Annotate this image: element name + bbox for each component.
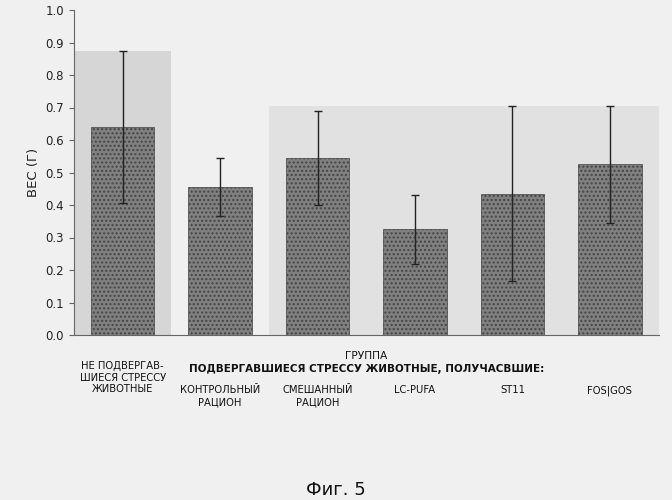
Text: СМЕШАННЫЙ
РАЦИОН: СМЕШАННЫЙ РАЦИОН bbox=[282, 386, 353, 407]
Bar bbox=[480, 194, 544, 335]
Text: Фиг. 5: Фиг. 5 bbox=[306, 481, 366, 499]
Text: КОНТРОЛЬНЫЙ
РАЦИОН: КОНТРОЛЬНЫЙ РАЦИОН bbox=[180, 386, 260, 407]
Bar bbox=[383, 230, 447, 335]
Bar bbox=[74, 50, 171, 335]
Bar bbox=[188, 187, 252, 335]
Text: НЕ ПОДВЕРГАВ-
ШИЕСЯ СТРЕССУ
ЖИВОТНЫЕ: НЕ ПОДВЕРГАВ- ШИЕСЯ СТРЕССУ ЖИВОТНЫЕ bbox=[79, 361, 166, 394]
Text: ГРУППА: ГРУППА bbox=[345, 351, 387, 361]
Text: LC-PUFA: LC-PUFA bbox=[394, 386, 435, 396]
Bar bbox=[578, 164, 642, 335]
Y-axis label: ВЕС (Г): ВЕС (Г) bbox=[27, 148, 40, 197]
Text: ST11: ST11 bbox=[500, 386, 525, 396]
Bar bbox=[91, 127, 155, 335]
Bar bbox=[269, 106, 659, 335]
Text: ПОДВЕРГАВШИЕСЯ СТРЕССУ ЖИВОТНЫЕ, ПОЛУЧАСВШИЕ:: ПОДВЕРГАВШИЕСЯ СТРЕССУ ЖИВОТНЫЕ, ПОЛУЧАС… bbox=[189, 364, 544, 374]
Text: FOS|GOS: FOS|GOS bbox=[587, 386, 632, 396]
Bar bbox=[286, 158, 349, 335]
